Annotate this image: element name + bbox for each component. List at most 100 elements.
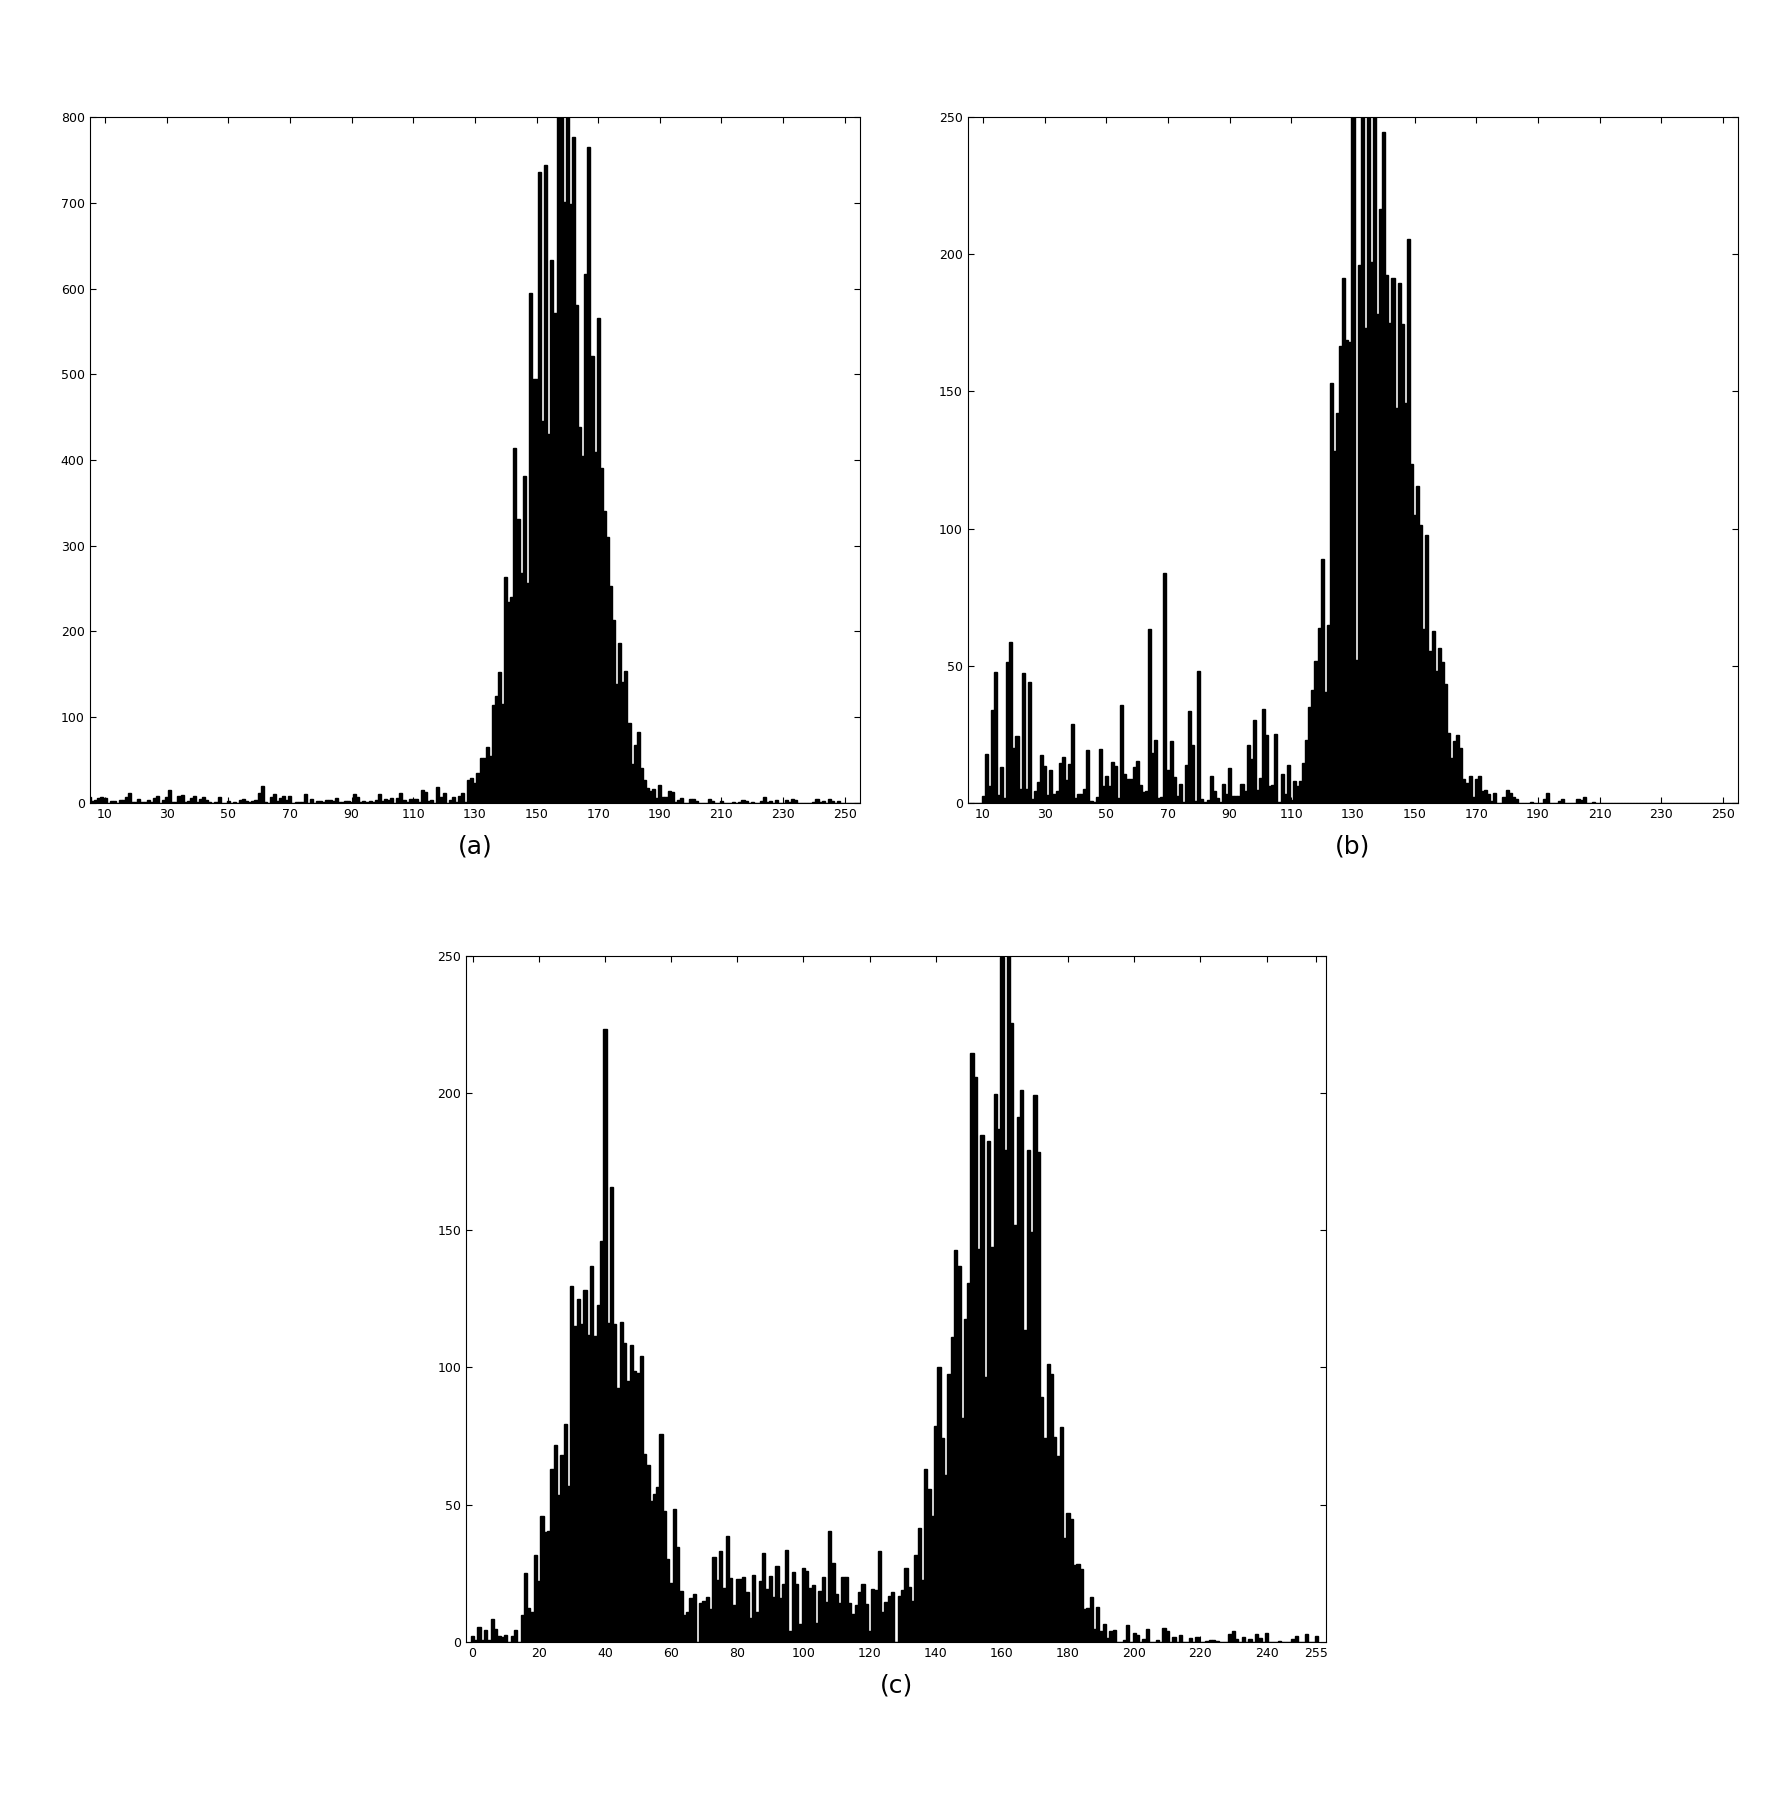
Bar <box>541 420 545 803</box>
Bar <box>1077 1564 1079 1642</box>
Bar <box>1351 96 1355 803</box>
Bar <box>118 801 122 803</box>
Bar <box>1143 1638 1145 1642</box>
Bar <box>620 1322 624 1642</box>
Bar <box>679 799 683 803</box>
Bar <box>383 799 387 803</box>
Bar <box>831 801 833 803</box>
Bar <box>815 799 819 803</box>
Bar <box>801 1568 805 1642</box>
Bar <box>1471 797 1475 803</box>
Bar <box>828 799 831 803</box>
Bar <box>1050 770 1052 803</box>
Bar <box>676 1548 679 1642</box>
Bar <box>1215 797 1219 803</box>
Bar <box>1457 736 1459 803</box>
Bar <box>591 355 593 803</box>
Bar <box>819 1591 821 1642</box>
Bar <box>276 801 280 803</box>
Bar <box>1050 1373 1054 1642</box>
Bar <box>1271 785 1274 803</box>
Bar <box>1007 947 1011 1642</box>
Bar <box>749 1618 753 1642</box>
Bar <box>615 684 618 803</box>
Bar <box>1016 736 1018 803</box>
Bar <box>238 801 242 803</box>
Bar <box>1197 671 1201 803</box>
Bar <box>1283 794 1287 803</box>
Bar <box>260 787 263 803</box>
Bar <box>190 799 194 803</box>
Bar <box>864 1604 867 1642</box>
Bar <box>839 1604 842 1642</box>
Bar <box>1376 314 1380 803</box>
Bar <box>733 1606 735 1642</box>
Bar <box>527 1607 530 1642</box>
Bar <box>1444 684 1446 803</box>
Bar <box>125 797 129 803</box>
Bar <box>905 1568 907 1642</box>
Bar <box>1392 278 1394 803</box>
Bar <box>1011 1023 1014 1642</box>
Bar <box>375 801 378 803</box>
Bar <box>1179 1634 1183 1642</box>
Bar <box>543 1532 547 1642</box>
Bar <box>796 1584 799 1642</box>
Bar <box>699 1602 702 1642</box>
Bar <box>400 792 403 803</box>
Bar <box>1303 763 1305 803</box>
Bar <box>1098 749 1102 803</box>
Bar <box>1419 525 1423 803</box>
Bar <box>545 164 547 803</box>
Bar <box>887 1597 891 1642</box>
Bar <box>891 1591 894 1642</box>
Bar <box>1120 705 1124 803</box>
Bar <box>821 801 824 803</box>
Bar <box>1480 790 1484 803</box>
Bar <box>971 1054 973 1642</box>
Bar <box>1249 759 1253 803</box>
Bar <box>1136 761 1138 803</box>
Bar <box>792 1571 796 1642</box>
Bar <box>794 801 797 803</box>
Bar <box>439 797 443 803</box>
Bar <box>147 799 151 803</box>
Bar <box>1059 763 1061 803</box>
Bar <box>844 1577 848 1642</box>
Bar <box>177 796 181 803</box>
Bar <box>498 1636 500 1642</box>
Bar <box>1070 1519 1073 1642</box>
Bar <box>835 1595 839 1642</box>
Bar <box>1043 767 1047 803</box>
Bar <box>781 1584 785 1642</box>
Bar <box>758 1580 762 1642</box>
Bar <box>538 171 541 803</box>
Bar <box>848 1604 851 1642</box>
Bar <box>391 797 392 803</box>
Bar <box>88 797 91 803</box>
Bar <box>168 790 172 803</box>
Bar <box>643 779 645 803</box>
Bar <box>504 1634 507 1642</box>
Bar <box>702 1600 706 1642</box>
Bar <box>726 1535 729 1642</box>
Bar <box>1020 1090 1023 1642</box>
Bar <box>1235 796 1238 803</box>
Bar <box>631 763 634 803</box>
Bar <box>181 794 183 803</box>
Bar <box>597 1304 600 1642</box>
Bar <box>604 1028 606 1642</box>
Bar <box>1441 662 1444 803</box>
Bar <box>480 758 482 803</box>
Bar <box>765 1589 769 1642</box>
Bar <box>679 1591 683 1642</box>
Bar <box>1163 1627 1165 1642</box>
Bar <box>1043 1438 1047 1642</box>
Bar <box>1432 631 1435 803</box>
Bar <box>491 705 495 803</box>
Bar <box>1401 325 1403 803</box>
Bar <box>1315 662 1317 803</box>
Bar <box>1138 785 1142 803</box>
Bar <box>1007 662 1009 803</box>
Bar <box>554 312 557 803</box>
